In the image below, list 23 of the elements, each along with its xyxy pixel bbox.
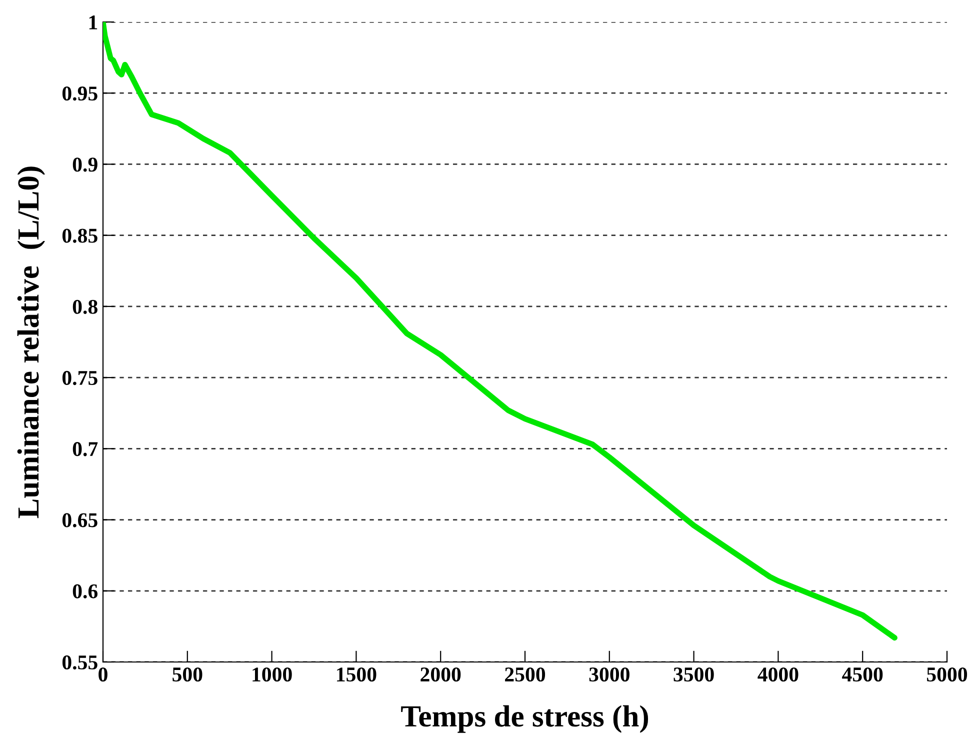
x-tick-label: 500 [172,667,202,682]
x-tick-label: 1000 [252,667,292,682]
y-tick-label: 0.55 [62,655,98,670]
y-tick-label: 0.95 [62,86,98,101]
x-tick-label: 1500 [337,667,376,682]
x-tick-label: 2000 [420,667,461,682]
x-axis-title: Temps de stress (h) [401,705,648,733]
y-tick-label: 0.75 [62,370,98,386]
y-tick-label: 0.9 [72,158,98,172]
y-tick-label: 0.7 [72,442,98,456]
x-tick-label: 0 [98,667,108,682]
x-tick-label: 2500 [505,667,546,682]
y-axis-title: Luminance relative (L/L0) [17,166,46,518]
y-tick-label: 0.65 [62,513,98,528]
y-tick-label: 1 [89,15,98,30]
x-tick-label: 4500 [842,667,883,682]
x-tick-label: 3000 [589,667,630,682]
y-tick-label: 0.85 [62,228,98,243]
y-tick-label: 0.8 [72,300,98,314]
x-tick-label: 5000 [927,667,968,682]
x-tick-label: 4000 [758,667,798,682]
y-tick-label: 0.6 [72,584,98,598]
x-tick-label: 3500 [674,667,714,682]
